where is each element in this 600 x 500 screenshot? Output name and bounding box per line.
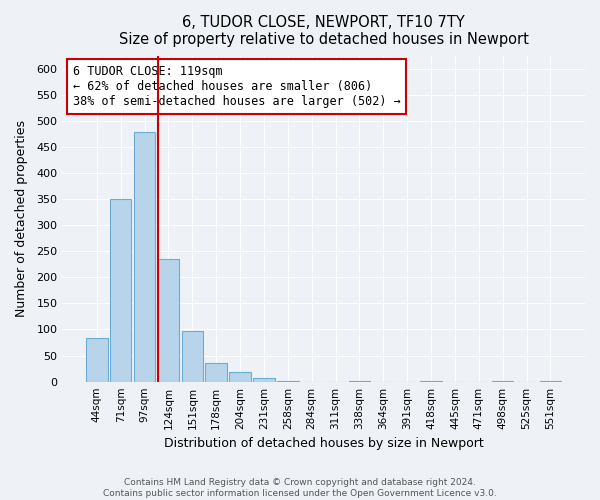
Y-axis label: Number of detached properties: Number of detached properties [15,120,28,317]
Bar [158,258,179,382]
Text: 6 TUDOR CLOSE: 119sqm
← 62% of detached houses are smaller (806)
38% of semi-det: 6 TUDOR CLOSE: 119sqm ← 62% of detached … [73,66,401,108]
Bar [205,364,227,382]
Bar [540,381,561,382]
Bar [134,132,155,382]
Bar [86,338,107,382]
Bar [110,199,131,382]
Text: Contains HM Land Registry data © Crown copyright and database right 2024.
Contai: Contains HM Land Registry data © Crown c… [103,478,497,498]
Bar [492,381,514,382]
Bar [349,381,370,382]
Bar [253,378,275,382]
Bar [229,372,251,382]
Bar [421,381,442,382]
Title: 6, TUDOR CLOSE, NEWPORT, TF10 7TY
Size of property relative to detached houses i: 6, TUDOR CLOSE, NEWPORT, TF10 7TY Size o… [119,15,529,48]
Bar [277,381,299,382]
X-axis label: Distribution of detached houses by size in Newport: Distribution of detached houses by size … [164,437,484,450]
Bar [182,331,203,382]
